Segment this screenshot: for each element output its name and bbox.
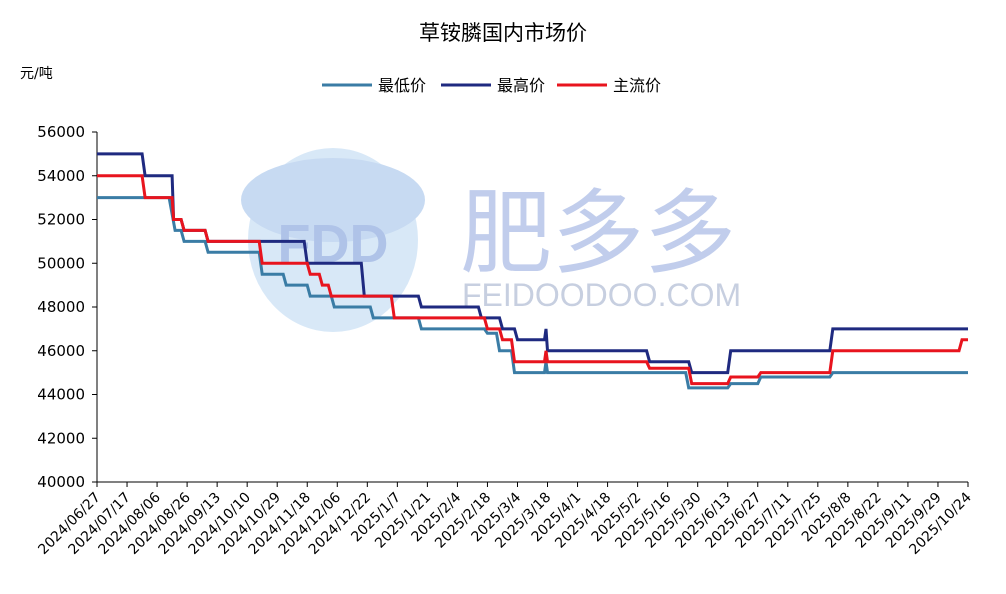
legend-label: 最低价 <box>378 76 426 95</box>
watermark-logo-text: FDD <box>278 214 389 274</box>
y-tick-label: 48000 <box>37 298 85 316</box>
x-axis: 2024/06/272024/07/172024/08/062024/08/26… <box>35 481 975 558</box>
legend-label: 主流价 <box>613 76 661 95</box>
y-tick-label: 44000 <box>37 386 85 404</box>
y-axis-unit: 元/吨 <box>20 66 53 82</box>
y-tick-label: 40000 <box>37 473 85 491</box>
y-tick-label: 46000 <box>37 342 85 360</box>
y-axis: 40000 42000 44000 46000 48000 50000 52000 54000… <box>37 123 98 491</box>
series-line-主流价 <box>97 174 968 386</box>
y-tick-label: 50000 <box>37 254 85 272</box>
y-tick-label: 54000 <box>37 167 85 185</box>
series-lines <box>97 152 968 390</box>
y-tick-label: 56000 <box>37 123 85 141</box>
legend: 最低价 最高价 主流价 <box>322 76 661 95</box>
y-tick-label: 42000 <box>37 429 85 447</box>
watermark-brand: 肥多多 <box>460 180 736 287</box>
watermark-logo-swoosh <box>241 158 425 242</box>
chart-title: 草铵膦国内市场价 <box>419 21 587 45</box>
legend-label: 最高价 <box>497 76 545 95</box>
watermark: FDD 肥多多 FEIDOODOO.COM <box>241 148 741 332</box>
series-line-最低价 <box>97 196 968 390</box>
watermark-site: FEIDOODOO.COM <box>462 277 741 313</box>
y-tick-label: 52000 <box>37 211 85 229</box>
